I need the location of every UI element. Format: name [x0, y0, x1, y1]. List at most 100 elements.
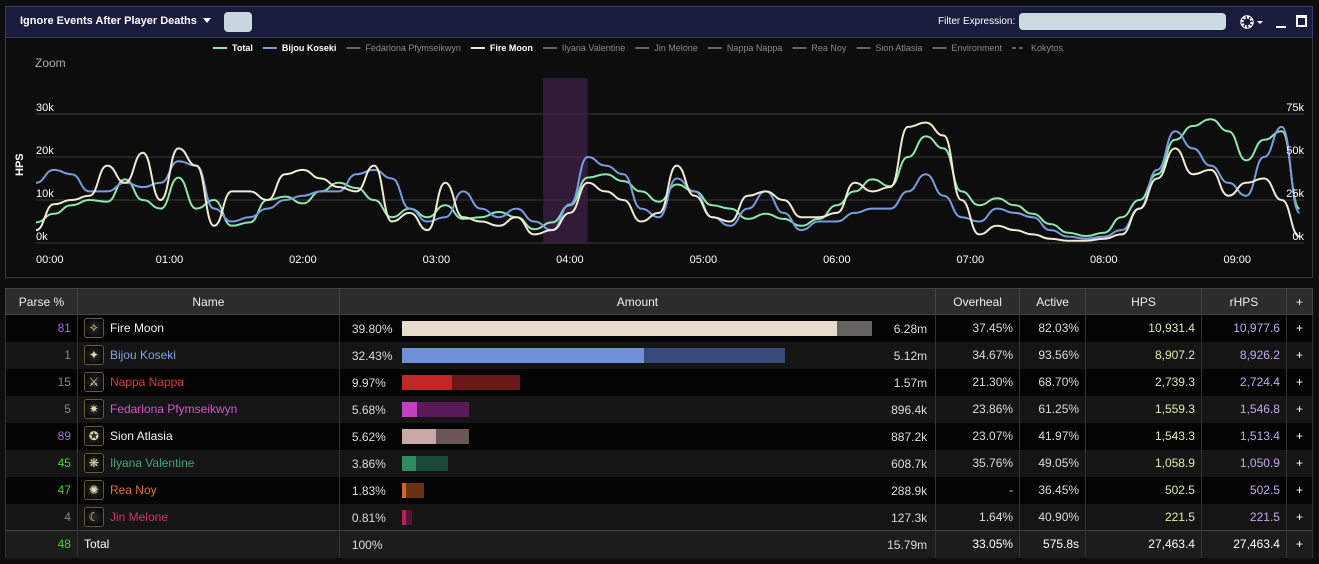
- name-cell[interactable]: ✪ Sion Atlasia: [76, 422, 340, 450]
- header-name[interactable]: Name: [76, 288, 340, 315]
- ignore-deaths-dropdown[interactable]: Ignore Events After Player Deaths: [20, 15, 211, 27]
- expand-row-button[interactable]: +: [1285, 449, 1314, 477]
- y-tick-left: 0k: [36, 231, 48, 243]
- x-tick: 00:00: [36, 254, 64, 266]
- player-name[interactable]: Rea Noy: [109, 483, 157, 497]
- amount-cell: 5.62% 887.2k: [338, 422, 937, 450]
- player-name[interactable]: Ilyana Valentine: [109, 456, 195, 470]
- legend-label: Nappa Nappa: [727, 43, 783, 53]
- minimize-icon[interactable]: [1276, 26, 1286, 28]
- legend-item[interactable]: Rea Noy: [792, 43, 847, 53]
- amount-bar-effective: [401, 482, 406, 498]
- healing-table: Parse % Name Amount Overheal Active HPS …: [5, 288, 1314, 558]
- player-name[interactable]: Fedarlona Pfymseikwyn: [109, 402, 238, 416]
- astrologian-icon: ✧: [83, 318, 104, 339]
- table-row[interactable]: 81 ✧ Fire Moon 39.80% 6.28m 37.45% 82.03% 10,93…: [5, 314, 1314, 342]
- legend-item[interactable]: Jin Melone: [635, 43, 698, 53]
- filter-input[interactable]: [1019, 13, 1226, 30]
- active-cell: 61.25%: [1019, 395, 1087, 423]
- header-hps[interactable]: HPS: [1085, 288, 1202, 315]
- chart-grid: [36, 113, 1304, 244]
- hps-chart[interactable]: Total Bijou Koseki Fedarlona Pfymseikwyn Fi…: [5, 38, 1313, 278]
- amount-bar-effective: [401, 455, 416, 471]
- table-row[interactable]: 4 ☾ Jin Melone 0.81% 127.3k 1.64% 40.90% 221.5 2…: [5, 503, 1314, 531]
- amount-cell: 9.97% 1.57m: [338, 368, 937, 396]
- chevron-down-icon: [1257, 21, 1263, 24]
- expand-row-button[interactable]: +: [1285, 422, 1314, 450]
- header-rhps[interactable]: rHPS: [1200, 288, 1287, 315]
- name-cell[interactable]: ✷ Fedarlona Pfymseikwyn: [76, 395, 340, 423]
- legend-item[interactable]: Kokytos: [1011, 43, 1064, 53]
- name-cell[interactable]: ⚔ Nappa Nappa: [76, 368, 340, 396]
- series-line-fire-moon[interactable]: [35, 121, 1301, 242]
- hps-cell: 8,907.2: [1085, 341, 1202, 369]
- legend-item[interactable]: Fedarlona Pfymseikwyn: [346, 43, 461, 53]
- expand-row-button[interactable]: +: [1285, 395, 1314, 423]
- table-row[interactable]: 5 ✷ Fedarlona Pfymseikwyn 5.68% 896.4k 23.86%…: [5, 395, 1314, 423]
- zoom-label[interactable]: Zoom: [35, 56, 66, 70]
- amount-percent: 5.62%: [351, 429, 386, 444]
- name-cell[interactable]: ✦ Bijou Koseki: [76, 341, 340, 369]
- header-add-column[interactable]: +: [1285, 288, 1314, 315]
- legend-item[interactable]: Total: [213, 43, 253, 53]
- rhps-cell: 502.5: [1200, 476, 1287, 504]
- legend-item[interactable]: Nappa Nappa: [707, 43, 783, 53]
- table-row[interactable]: 45 ❋ Ilyana Valentine 3.86% 608.7k 35.76% 49.0…: [5, 449, 1314, 477]
- header-amount[interactable]: Amount: [338, 288, 937, 315]
- name-cell[interactable]: ✧ Fire Moon: [76, 314, 340, 342]
- expand-row-button[interactable]: +: [1285, 314, 1314, 342]
- toggle-button[interactable]: [224, 12, 252, 32]
- maximize-icon[interactable]: [1296, 15, 1307, 27]
- legend-item[interactable]: Sion Atlasia: [856, 43, 922, 53]
- player-name[interactable]: Fire Moon: [109, 321, 164, 336]
- table-row[interactable]: 47 ✺ Rea Noy 1.83% 288.9k -36.45% 502.5 502.5 +: [5, 476, 1314, 504]
- amount-percent: 1.83%: [351, 483, 386, 498]
- overheal-cell: 1.64%: [935, 503, 1021, 531]
- expand-row-button[interactable]: +: [1285, 341, 1314, 369]
- header-parse[interactable]: Parse %: [5, 288, 78, 315]
- series-line-bijou-koseki[interactable]: [35, 125, 1301, 240]
- name-cell[interactable]: ❋ Ilyana Valentine: [76, 449, 340, 477]
- legend-item[interactable]: Fire Moon: [470, 43, 533, 53]
- player-name-wrap: ⚔ Nappa Nappa: [83, 372, 333, 392]
- legend-item[interactable]: Ilyana Valentine: [542, 43, 625, 53]
- player-name[interactable]: Jin Melone: [109, 509, 168, 524]
- rhps-cell: 1,546.8: [1200, 395, 1287, 423]
- active-cell: 49.05%: [1019, 449, 1087, 477]
- player-name[interactable]: Bijou Koseki: [109, 348, 176, 362]
- y-tick-left: 20k: [36, 145, 54, 157]
- name-cell[interactable]: ✺ Rea Noy: [76, 476, 340, 504]
- gear-icon[interactable]: [1238, 12, 1264, 32]
- active-cell: 40.90%: [1019, 503, 1087, 531]
- legend-item[interactable]: Environment: [932, 43, 1002, 53]
- table-header-row: Parse % Name Amount Overheal Active HPS …: [5, 288, 1314, 315]
- table-row[interactable]: 15 ⚔ Nappa Nappa 9.97% 1.57m 21.30% 68.70% 2,73…: [5, 368, 1314, 396]
- expand-row-button[interactable]: +: [1285, 503, 1314, 531]
- expand-total-button[interactable]: +: [1285, 530, 1314, 558]
- amount-percent: 32.43%: [351, 348, 393, 363]
- expand-row-button[interactable]: +: [1285, 476, 1314, 504]
- player-name[interactable]: Sion Atlasia: [109, 429, 173, 443]
- table-row[interactable]: 1 ✦ Bijou Koseki 32.43% 5.12m 34.67% 93.56% 8,9…: [5, 341, 1314, 369]
- selected-time-range[interactable]: [543, 78, 588, 243]
- hps-cell: 221.5: [1085, 503, 1202, 531]
- name-cell[interactable]: ☾ Jin Melone: [76, 503, 340, 531]
- header-active[interactable]: Active: [1019, 288, 1087, 315]
- legend-item[interactable]: Bijou Koseki: [262, 43, 337, 53]
- amount-percent: 5.68%: [351, 402, 386, 417]
- reaper-icon: ☾: [83, 506, 104, 527]
- legend-label: Bijou Koseki: [282, 43, 337, 53]
- header-overheal[interactable]: Overheal: [935, 288, 1021, 315]
- legend-label: Environment: [951, 43, 1002, 53]
- amount-bar-effective: [401, 347, 644, 363]
- total-active: 575.8s: [1019, 530, 1087, 558]
- hps-chart-svg[interactable]: Total Bijou Koseki Fedarlona Pfymseikwyn Fi…: [6, 38, 1314, 278]
- active-cell: 93.56%: [1019, 341, 1087, 369]
- player-name[interactable]: Nappa Nappa: [109, 375, 184, 389]
- expand-row-button[interactable]: +: [1285, 368, 1314, 396]
- y-tick-left: 10k: [36, 188, 54, 200]
- x-tick: 04:00: [556, 254, 584, 266]
- table-row[interactable]: 89 ✪ Sion Atlasia 5.62% 887.2k 23.07% 41.97% 1,…: [5, 422, 1314, 450]
- total-amount-cell: 100% 15.79m: [338, 530, 937, 558]
